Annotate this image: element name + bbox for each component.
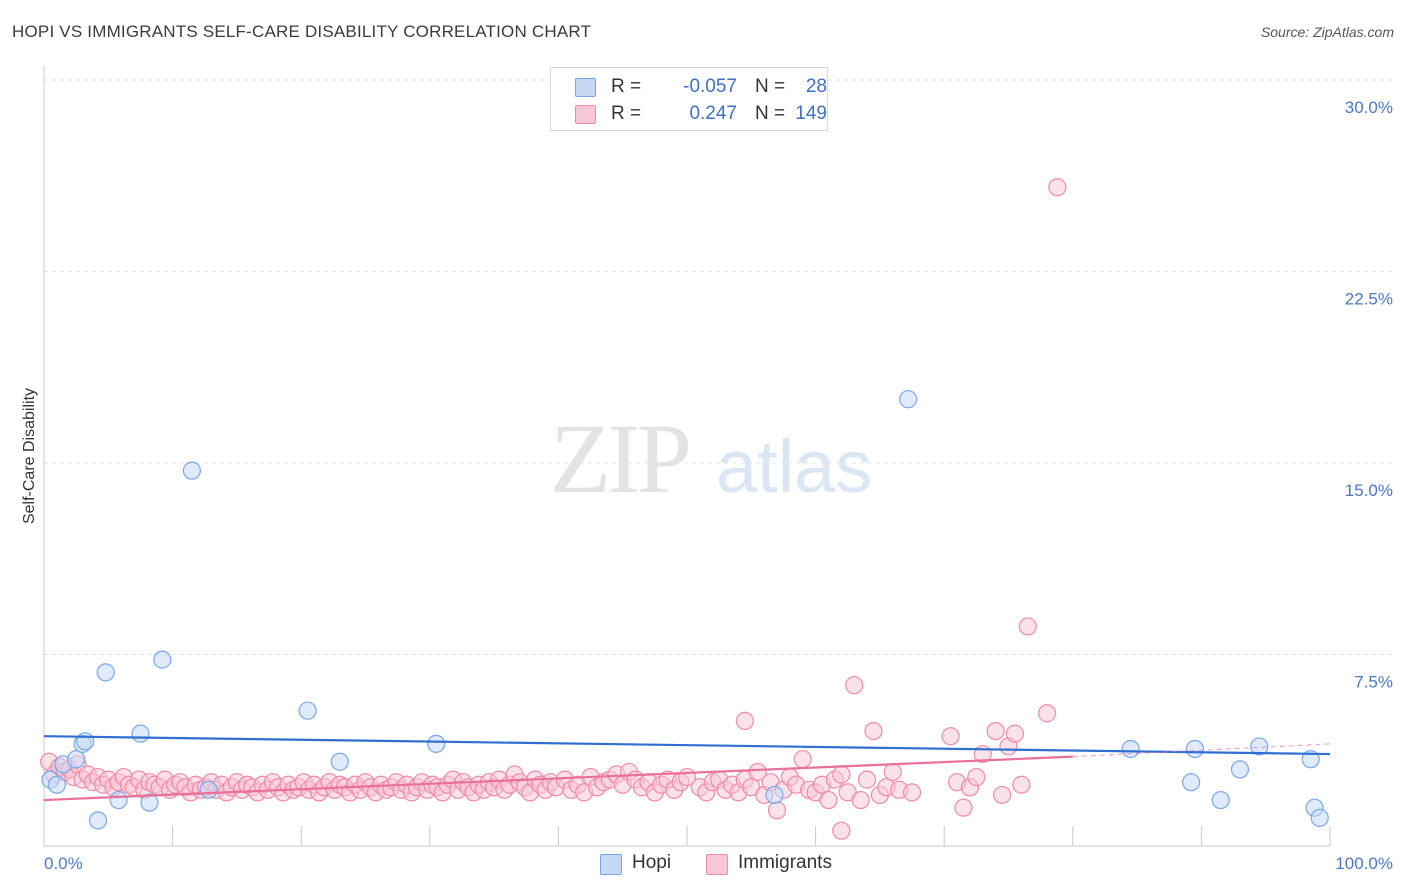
immigrants-point [857,770,877,789]
y-tick-label: 15.0% [1345,481,1393,500]
hopi-point [67,750,86,769]
y-axis-label: Self-Care Disability [21,388,38,524]
immigrants-point [845,676,864,695]
hopi-point [76,732,95,751]
x-tick-label: 100.0% [1335,854,1393,873]
immigrants-point [883,762,902,782]
hopi-point [899,390,918,409]
watermark-zip: ZIP [550,403,688,514]
watermark-atlas: atlas [716,425,872,508]
hopi-point [1121,739,1140,759]
immigrants-point [1018,617,1037,636]
hopi-point [427,734,446,753]
immigrants-point [941,727,960,746]
bottom-legend-swatch-immigrants [706,854,728,875]
x-tick-label: 0.0% [44,854,83,873]
source-label: Source: ZipAtlas.com [1260,24,1394,40]
y-tick-labels: 7.5% 15.0% 22.5% 30.0% [1345,98,1393,692]
y-tick-label: 22.5% [1345,290,1393,309]
immigrants-point [992,785,1012,805]
hopi-point [1310,808,1329,828]
hopi-point [330,752,349,771]
immigrants-point [1048,178,1067,197]
hopi-point [153,650,172,669]
hopi-point [109,790,128,810]
legend-n-label: N = [755,103,786,124]
watermark: ZIP atlas [550,403,872,514]
hopi-point [182,461,201,480]
immigrants-point [748,762,767,782]
immigrants-point [735,711,754,730]
hopi-point [131,724,150,743]
y-tick-label: 7.5% [1354,673,1393,692]
stats-legend: R = -0.057 N = 28 R = 0.247 N = 149 [550,67,828,131]
legend-swatch-immigrants [575,105,596,124]
axes [43,66,1331,847]
x-tick-labels: 0.0% 100.0% [44,854,1393,873]
bottom-legend-label-hopi: Hopi [632,852,672,873]
hopi-point [765,785,784,805]
hopi-point [1230,760,1250,779]
legend-r-value-immigrants: 0.247 [689,103,737,124]
legend-n-label: N = [755,76,786,97]
immigrants-point [864,721,883,741]
series-hopi-points [41,390,1329,830]
immigrants-point [967,767,986,787]
immigrants-point [832,765,851,784]
grid-lines [44,79,1392,655]
hopi-trend-line [43,735,1331,756]
hopi-point [1185,739,1205,759]
hopi-point [1211,790,1230,810]
immigrants-point [1005,724,1025,743]
immigrants-point [986,721,1005,741]
immigrants-point [767,801,787,820]
immigrants-point [1012,775,1031,794]
legend-n-value-immigrants: 149 [795,103,827,124]
immigrants-point [902,783,922,802]
legend-r-value-hopi: -0.057 [683,76,737,97]
bottom-legend-swatch-hopi [600,854,622,875]
immigrants-trend-line [43,755,1073,802]
immigrants-point [832,821,851,840]
hopi-point [199,780,218,799]
immigrants-point [851,790,870,810]
legend-r-label: R = [611,76,642,97]
hopi-point [47,775,66,794]
bottom-legend-label-immigrants: Immigrants [738,852,832,873]
legend-n-value-hopi: 28 [805,76,827,97]
legend-r-label: R = [611,103,642,124]
hopi-point [1182,773,1201,792]
immigrants-point [1037,704,1057,723]
series-immigrants-points [40,178,1067,840]
chart-title: HOPI VS IMMIGRANTS SELF-CARE DISABILITY … [12,22,592,41]
immigrants-trend-extension [1072,743,1331,758]
legend-swatch-hopi [575,78,596,97]
hopi-point [1250,737,1269,756]
y-tick-label: 30.0% [1345,98,1393,117]
immigrants-point [954,798,973,817]
trend-lines [43,735,1331,802]
immigrants-point [819,790,838,810]
hopi-point [88,811,108,830]
hopi-point [140,793,159,812]
hopi-point [298,701,317,720]
hopi-point [96,663,115,682]
immigrants-point [793,750,812,769]
